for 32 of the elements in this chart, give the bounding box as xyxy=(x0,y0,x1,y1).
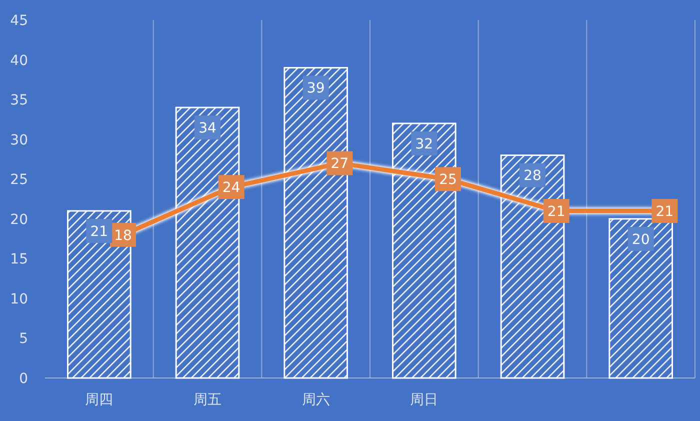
y-tick-label: 10 xyxy=(10,291,28,308)
x-tick-label: 周日 xyxy=(410,392,438,408)
bar xyxy=(67,210,132,379)
data-label: 18 xyxy=(114,228,132,244)
data-label: 39 xyxy=(306,80,325,97)
data-label: 21 xyxy=(90,224,108,240)
data-label: 25 xyxy=(439,172,457,188)
data-label: 27 xyxy=(330,156,349,172)
data-label: 28 xyxy=(524,168,542,184)
y-tick-label: 0 xyxy=(19,371,28,387)
x-tick-label: 周四 xyxy=(85,392,114,408)
data-label: 21 xyxy=(547,204,566,220)
y-tick-label: 35 xyxy=(10,92,28,109)
bar xyxy=(608,218,673,379)
bar xyxy=(392,122,456,379)
bar xyxy=(500,154,565,379)
y-tick-label: 20 xyxy=(10,212,28,228)
y-tick-label: 25 xyxy=(10,172,28,188)
bar xyxy=(284,66,348,379)
data-label: 32 xyxy=(415,136,434,152)
x-tick-label: 周五 xyxy=(194,392,222,408)
y-tick-label: 15 xyxy=(10,252,28,268)
y-tick-label: 45 xyxy=(10,13,28,29)
data-label: 24 xyxy=(222,180,240,196)
data-label: 20 xyxy=(632,232,650,248)
y-tick-label: 5 xyxy=(19,331,28,348)
data-label: 34 xyxy=(198,120,216,137)
x-tick-label: 周六 xyxy=(302,392,330,408)
y-tick-label: 40 xyxy=(10,52,28,69)
bar xyxy=(175,106,240,379)
data-label: 21 xyxy=(656,204,674,220)
y-tick-label: 30 xyxy=(10,132,28,148)
